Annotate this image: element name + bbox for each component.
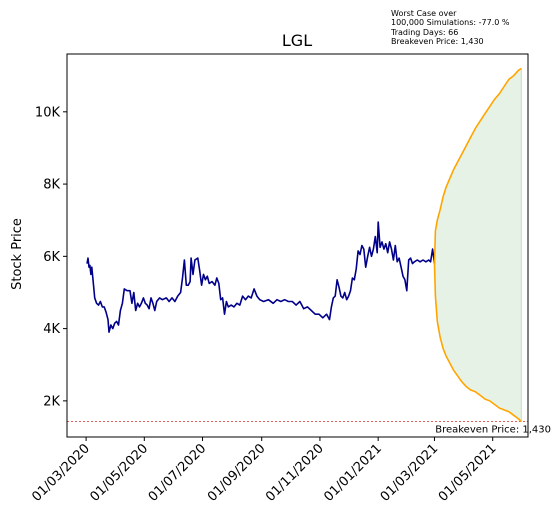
y-tick-label: 8K <box>43 178 60 193</box>
simulation-range-area <box>434 67 522 423</box>
simulation-info-box: Worst Case over 100,000 Simulations: -77… <box>391 9 510 46</box>
y-axis-label: Stock Price <box>10 218 25 290</box>
chart-title: LGL <box>282 31 312 50</box>
x-tick-label: 01/11/2020 <box>263 441 327 505</box>
x-tick-label: 01/09/2020 <box>205 441 269 505</box>
x-tick-label: 01/07/2020 <box>146 441 210 505</box>
y-tick-label: 10K <box>35 105 61 120</box>
info-line: Worst Case over <box>391 9 457 18</box>
x-tick-label: 01/05/2021 <box>436 441 500 505</box>
x-tick-label: 01/01/2021 <box>321 441 385 505</box>
y-tick-label: 4K <box>43 322 60 337</box>
x-tick-label: 01/03/2020 <box>29 441 93 505</box>
x-tick-label: 01/05/2020 <box>88 441 152 505</box>
info-line: Breakeven Price: 1,430 <box>391 36 484 46</box>
price-history-line <box>86 221 436 334</box>
y-tick-label: 2K <box>43 394 60 409</box>
upper-envelope-line <box>433 67 522 264</box>
info-line: Trading Days: 66 <box>391 27 459 37</box>
plot-frame <box>66 53 529 438</box>
x-tick-label: 01/03/2021 <box>378 441 442 505</box>
info-line: 100,000 Simulations: -77.0 % <box>391 18 510 28</box>
plot-area: Breakeven Price: 1,430 <box>67 67 551 435</box>
lower-envelope-line <box>433 263 522 423</box>
breakeven-label: Breakeven Price: 1,430 <box>435 424 551 435</box>
y-tick-label: 6K <box>43 250 60 265</box>
